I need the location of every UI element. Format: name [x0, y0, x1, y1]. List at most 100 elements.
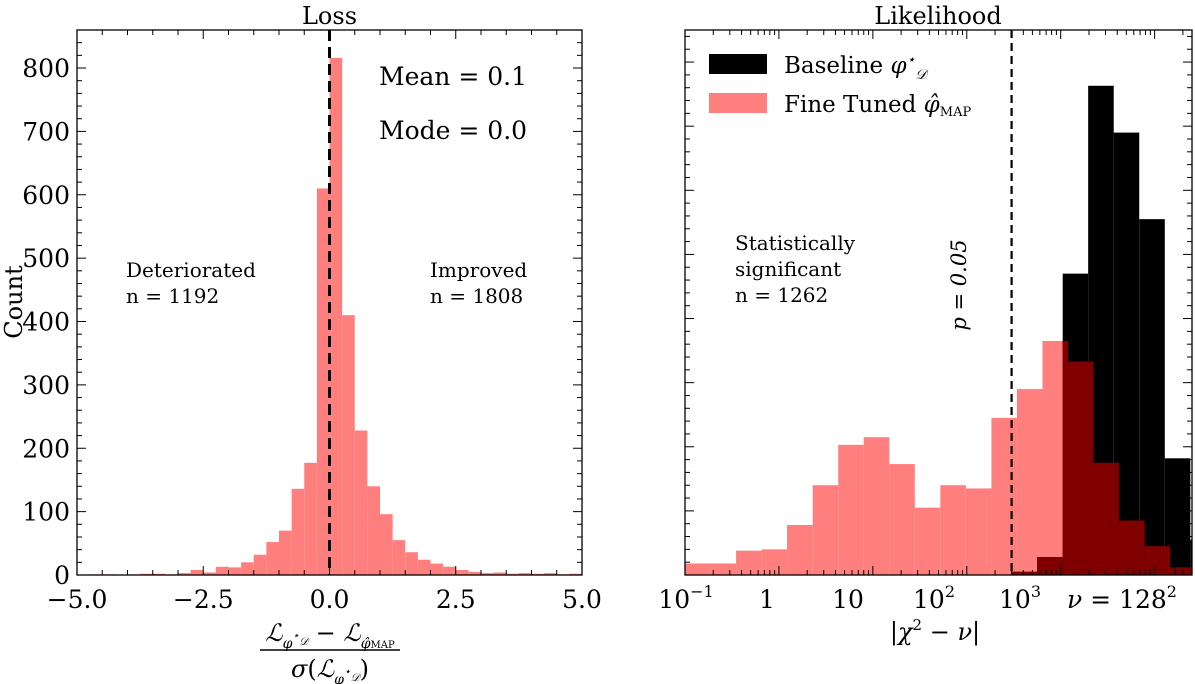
overlap-bar	[1119, 520, 1140, 575]
deteriorated-label: Deteriorated	[126, 258, 256, 282]
legend-swatch-fine-tuned	[709, 93, 767, 113]
loss-bar	[380, 514, 393, 575]
overlap-bar	[1088, 361, 1094, 575]
loss-bar	[544, 573, 557, 575]
x-tick-label-1000: 103	[999, 582, 1041, 614]
fine-tuned-bar	[736, 550, 762, 575]
x-tick-label: 2.5	[436, 585, 476, 614]
likelihood-title: Likelihood	[874, 2, 1001, 30]
likelihood-x-tick-labels: 10−1 1 10 102 103 ν = 1282	[658, 582, 1177, 614]
loss-bar	[190, 569, 204, 575]
overlap-bar	[1037, 557, 1043, 575]
likelihood-panel: Likelihood 10−1 1 10 102 103 ν = 1282 |χ…	[658, 2, 1193, 647]
y-tick-label: 100	[22, 498, 70, 527]
significant-count: n = 1262	[735, 283, 828, 307]
y-tick-label: 500	[22, 244, 70, 273]
loss-bar	[178, 573, 191, 575]
overlap-bar	[1164, 546, 1171, 575]
y-tick-label: 400	[22, 308, 70, 337]
loss-ticks	[76, 29, 583, 576]
overlap-bar	[1190, 567, 1192, 575]
overlap-bar	[1170, 567, 1191, 575]
legend-label-fine-tuned: Fine Tuned φ̂MAP	[784, 92, 971, 120]
loss-y-axis-label: Count	[0, 265, 28, 339]
loss-bar	[417, 559, 431, 575]
fine-tuned-bar	[914, 507, 941, 575]
fine-tuned-bar	[940, 485, 966, 575]
deteriorated-count: n = 1192	[126, 284, 219, 308]
loss-bar	[304, 462, 317, 575]
fine-tuned-bar	[863, 437, 890, 575]
y-tick-label: 600	[22, 181, 70, 210]
significant-label-line2: significant	[735, 257, 841, 281]
significance-line-label: p = 0.05	[947, 239, 971, 330]
y-tick-label: 700	[22, 117, 70, 146]
overlap-bar	[1144, 546, 1165, 575]
overlap-bar	[1139, 520, 1145, 575]
fine-tuned-bar	[838, 444, 864, 575]
likelihood-x-axis-label: |χ2 − ν|	[890, 616, 980, 647]
overlap-bar	[1016, 571, 1038, 575]
loss-bar	[342, 315, 355, 575]
loss-bar	[443, 566, 456, 575]
legend-swatch-baseline	[709, 54, 767, 74]
loss-bar	[481, 573, 494, 575]
likelihood-ticks	[684, 30, 1192, 576]
fine-tuned-bar	[965, 488, 992, 575]
loss-bar	[405, 552, 418, 575]
x-tick-label-100: 102	[913, 582, 955, 614]
x-tick-label-1: 1	[759, 585, 775, 614]
overlap-bar	[1011, 571, 1017, 575]
overlap-bar	[1067, 361, 1089, 575]
loss-bar	[329, 57, 343, 575]
y-tick-label: 200	[22, 434, 70, 463]
loss-x-axis-label: ℒφ⋆𝒟 − ℒφ̂MAP σ(ℒφ⋆𝒟)	[260, 619, 400, 684]
svg-text:ℒφ⋆𝒟 − ℒφ̂MAP: ℒφ⋆𝒟 − ℒφ̂MAP	[265, 619, 395, 652]
loss-panel: Loss −5.0 −2.5 0.0 2.5 5.0 0 100 200 300 400 500 6…	[0, 2, 602, 684]
x-tick-label-nu: ν = 1282	[1067, 582, 1177, 614]
overlap-bar	[1113, 462, 1120, 575]
loss-bar	[430, 563, 444, 575]
significant-label-line1: Statistically	[735, 231, 856, 255]
loss-bar	[203, 572, 216, 575]
loss-bar	[518, 573, 532, 575]
svg-text:σ(ℒφ⋆𝒟): σ(ℒφ⋆𝒟)	[291, 655, 369, 684]
fine-tuned-bar	[812, 485, 839, 575]
overlap-bar	[1042, 557, 1063, 575]
legend-label-baseline: Baseline φ⋆𝒟	[784, 52, 929, 83]
overlap-bar	[1062, 340, 1068, 575]
fine-tuned-bar	[991, 417, 1017, 575]
loss-bar	[266, 542, 279, 575]
loss-x-tick-labels: −5.0 −2.5 0.0 2.5 5.0	[47, 585, 602, 614]
loss-bar	[253, 554, 267, 575]
y-tick-label: 800	[22, 54, 70, 83]
loss-bar	[392, 540, 406, 575]
loss-bar	[241, 562, 254, 575]
fine-tuned-bar	[710, 563, 737, 575]
fine-tuned-bar	[889, 464, 915, 575]
fine-tuned-bar	[787, 524, 813, 575]
loss-bar	[455, 569, 469, 575]
loss-bar	[367, 486, 380, 575]
baseline-bar	[1190, 539, 1192, 575]
loss-bar	[493, 572, 507, 575]
x-tick-label-10: 10	[832, 585, 864, 614]
loss-bar	[279, 530, 292, 575]
baseline-bar	[1139, 219, 1165, 575]
loss-histogram	[89, 57, 582, 575]
loss-bar	[468, 571, 481, 575]
y-tick-label: 0	[54, 561, 70, 590]
loss-title: Loss	[302, 2, 357, 30]
fine-tuned-bar	[1016, 389, 1043, 575]
x-tick-label: 5.0	[562, 585, 602, 614]
improved-label: Improved	[430, 258, 527, 282]
x-tick-label: 0.0	[310, 585, 350, 614]
legend: Baseline φ⋆𝒟 Fine Tuned φ̂MAP	[709, 52, 971, 120]
y-tick-label: 300	[22, 371, 70, 400]
improved-count: n = 1808	[430, 284, 523, 308]
x-tick-label: −5.0	[47, 585, 108, 614]
loss-y-tick-labels: 0 100 200 300 400 500 600 700 800	[22, 54, 70, 590]
loss-bar	[228, 567, 242, 575]
mean-annotation: Mean = 0.1	[379, 62, 527, 91]
